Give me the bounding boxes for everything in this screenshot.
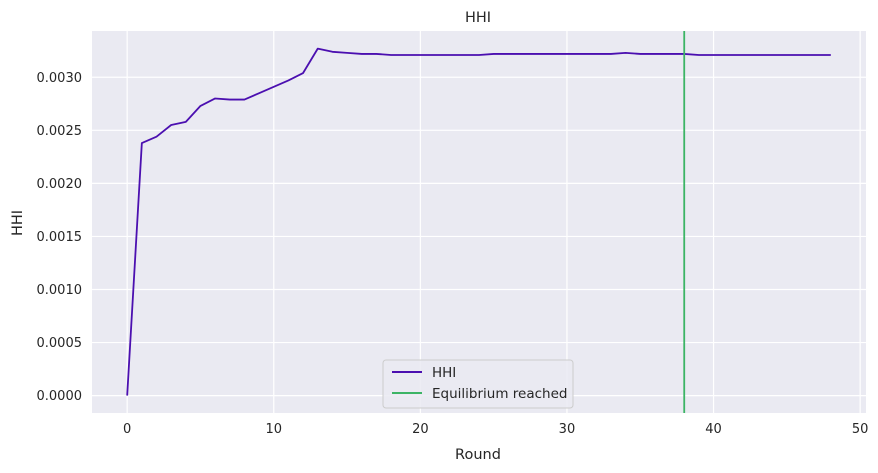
- grid-lines: [92, 31, 866, 413]
- y-tick-label: 0.0010: [37, 283, 83, 298]
- legend: HHI Equilibrium reached: [382, 359, 574, 409]
- x-axis-ticks: 0 10 20 30 40 50: [123, 422, 868, 437]
- x-tick-label: 20: [412, 422, 429, 437]
- y-tick-label: 0.0030: [37, 71, 83, 86]
- y-axis-ticks: 0.0000 0.0005 0.0010 0.0015 0.0020 0.0025 0.00…: [37, 71, 83, 404]
- x-axis-title: Round: [455, 447, 501, 463]
- legend-label-equilibrium: Equilibrium reached: [432, 386, 567, 402]
- y-axis-title: HHI: [10, 210, 26, 236]
- series-layer: [126, 47, 831, 396]
- x-tick-label: 30: [559, 422, 576, 437]
- legend-box: [382, 359, 574, 409]
- series-line-hhi: [126, 47, 831, 396]
- y-tick-label: 0.0015: [37, 230, 83, 245]
- legend-label-hhi: HHI: [432, 365, 456, 381]
- y-tick-label: 0.0020: [37, 177, 83, 192]
- y-tick-label: 0.0025: [37, 124, 83, 139]
- plot-area: [92, 31, 866, 413]
- x-tick-label: 0: [123, 422, 131, 437]
- chart-title: HHI: [465, 10, 491, 26]
- y-tick-label: 0.0005: [37, 336, 83, 351]
- x-tick-label: 40: [705, 422, 722, 437]
- y-tick-label: 0.0000: [37, 389, 83, 404]
- x-tick-label: 50: [852, 422, 869, 437]
- x-tick-label: 10: [265, 422, 282, 437]
